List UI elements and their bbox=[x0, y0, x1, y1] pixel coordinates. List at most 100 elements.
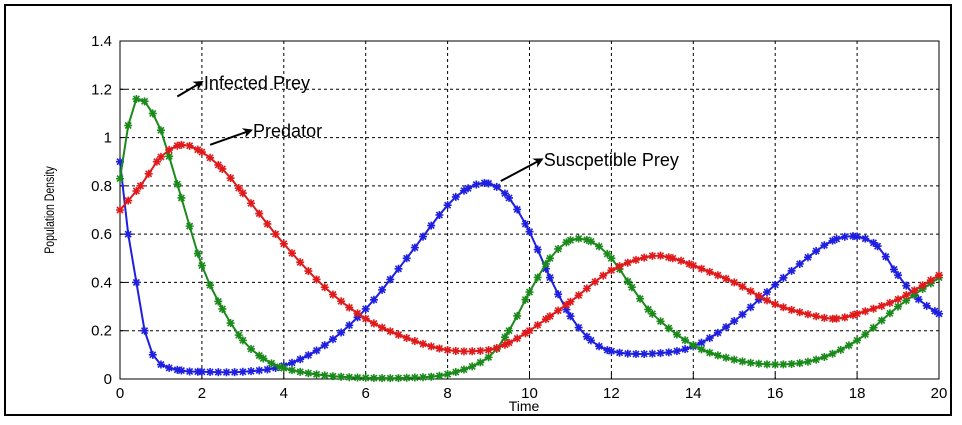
data-point-infected-prey bbox=[140, 97, 149, 106]
data-point-infected-prey bbox=[132, 94, 141, 103]
data-point-infected-prey bbox=[435, 371, 444, 380]
data-point-predator bbox=[935, 271, 943, 280]
data-point-susceptible-prey bbox=[148, 350, 157, 359]
data-point-infected-prey bbox=[545, 254, 554, 263]
data-point-predator bbox=[885, 298, 894, 307]
data-point-infected-prey bbox=[427, 372, 436, 381]
data-point-infected-prey bbox=[844, 341, 853, 350]
data-point-infected-prey bbox=[713, 351, 722, 360]
data-point-predator bbox=[521, 329, 530, 338]
data-point-susceptible-prey bbox=[603, 346, 612, 355]
data-point-predator bbox=[513, 334, 522, 343]
data-point-predator bbox=[566, 297, 575, 306]
data-point-infected-prey bbox=[664, 324, 673, 333]
data-point-infected-prey bbox=[279, 364, 288, 373]
y-tick-label: 0.6 bbox=[91, 226, 112, 243]
data-point-susceptible-prey bbox=[738, 310, 747, 319]
data-point-predator bbox=[386, 327, 395, 336]
data-point-predator bbox=[410, 337, 419, 346]
y-tick-label: 1.4 bbox=[91, 33, 112, 50]
data-point-susceptible-prey bbox=[464, 184, 473, 193]
data-point-infected-prey bbox=[459, 365, 468, 374]
y-tick-label: 1.2 bbox=[91, 81, 112, 98]
x-tick-label: 10 bbox=[521, 385, 538, 402]
data-point-predator bbox=[247, 199, 256, 208]
data-point-susceptible-prey bbox=[840, 232, 849, 241]
data-point-infected-prey bbox=[689, 341, 698, 350]
data-point-susceptible-prey bbox=[361, 304, 370, 313]
data-point-predator bbox=[754, 291, 763, 300]
data-point-infected-prey bbox=[623, 277, 632, 286]
annotation-arrow-suscpetible-prey bbox=[500, 158, 544, 182]
data-point-infected-prey bbox=[697, 345, 706, 354]
data-point-susceptible-prey bbox=[116, 157, 124, 166]
data-point-susceptible-prey bbox=[640, 349, 649, 358]
data-point-predator bbox=[554, 306, 563, 315]
data-point-infected-prey bbox=[156, 126, 165, 135]
x-tick-label: 0 bbox=[116, 385, 124, 402]
data-point-infected-prey bbox=[173, 180, 182, 189]
data-point-infected-prey bbox=[443, 370, 452, 379]
data-point-infected-prey bbox=[525, 288, 534, 297]
data-point-susceptible-prey bbox=[328, 335, 337, 344]
data-point-infected-prey bbox=[386, 374, 395, 383]
data-point-infected-prey bbox=[627, 283, 636, 292]
data-point-susceptible-prey bbox=[320, 341, 329, 350]
data-point-susceptible-prey bbox=[263, 365, 272, 374]
data-point-predator bbox=[476, 346, 485, 355]
data-point-predator bbox=[378, 323, 387, 332]
data-point-predator bbox=[197, 148, 206, 157]
data-point-infected-prey bbox=[124, 121, 133, 130]
data-point-predator bbox=[459, 347, 468, 356]
data-point-susceptible-prey bbox=[378, 285, 387, 294]
data-point-predator bbox=[312, 275, 321, 284]
data-point-predator bbox=[345, 303, 354, 312]
data-point-susceptible-prey bbox=[369, 295, 378, 304]
data-point-infected-prey bbox=[861, 330, 870, 339]
data-point-infected-prey bbox=[185, 222, 194, 231]
data-point-infected-prey bbox=[353, 373, 362, 382]
data-point-susceptible-prey bbox=[935, 309, 943, 318]
data-point-infected-prey bbox=[779, 360, 788, 369]
data-point-susceptible-prey bbox=[574, 323, 583, 332]
data-point-predator bbox=[296, 258, 305, 267]
data-point-infected-prey bbox=[533, 273, 542, 282]
data-point-infected-prey bbox=[681, 336, 690, 345]
data-point-predator bbox=[832, 314, 841, 323]
data-point-predator bbox=[116, 206, 124, 214]
data-point-susceptible-prey bbox=[812, 247, 821, 256]
data-point-infected-prey bbox=[771, 360, 780, 369]
data-point-infected-prey bbox=[238, 336, 247, 345]
data-point-susceptible-prey bbox=[820, 241, 829, 250]
data-point-infected-prey bbox=[296, 367, 305, 376]
data-point-susceptible-prey bbox=[914, 295, 923, 304]
data-point-susceptible-prey bbox=[832, 234, 841, 243]
y-tick-label: 0 bbox=[104, 371, 112, 388]
series-infected-prey bbox=[116, 94, 943, 383]
data-point-susceptible-prey bbox=[427, 221, 436, 230]
data-point-infected-prey bbox=[468, 362, 477, 371]
data-point-susceptible-prey bbox=[853, 232, 862, 241]
data-point-susceptible-prey bbox=[541, 264, 550, 273]
figure-frame bbox=[4, 4, 952, 416]
data-point-predator bbox=[713, 271, 722, 280]
data-point-predator bbox=[419, 339, 428, 348]
data-point-predator bbox=[685, 259, 694, 268]
data-point-infected-prey bbox=[754, 359, 763, 368]
data-point-predator bbox=[238, 189, 247, 198]
data-point-infected-prey bbox=[378, 374, 387, 383]
data-point-susceptible-prey bbox=[345, 321, 354, 330]
data-point-susceptible-prey bbox=[922, 301, 931, 310]
data-point-susceptible-prey bbox=[779, 273, 788, 282]
data-point-predator bbox=[840, 313, 849, 322]
data-point-infected-prey bbox=[402, 373, 411, 382]
y-tick-label: 0.4 bbox=[91, 274, 112, 291]
data-point-predator bbox=[656, 251, 665, 260]
data-point-infected-prey bbox=[787, 359, 796, 368]
data-point-infected-prey bbox=[328, 372, 337, 381]
data-point-predator bbox=[263, 219, 272, 228]
data-point-predator bbox=[779, 303, 788, 312]
data-point-predator bbox=[328, 290, 337, 299]
data-point-susceptible-prey bbox=[787, 266, 796, 275]
